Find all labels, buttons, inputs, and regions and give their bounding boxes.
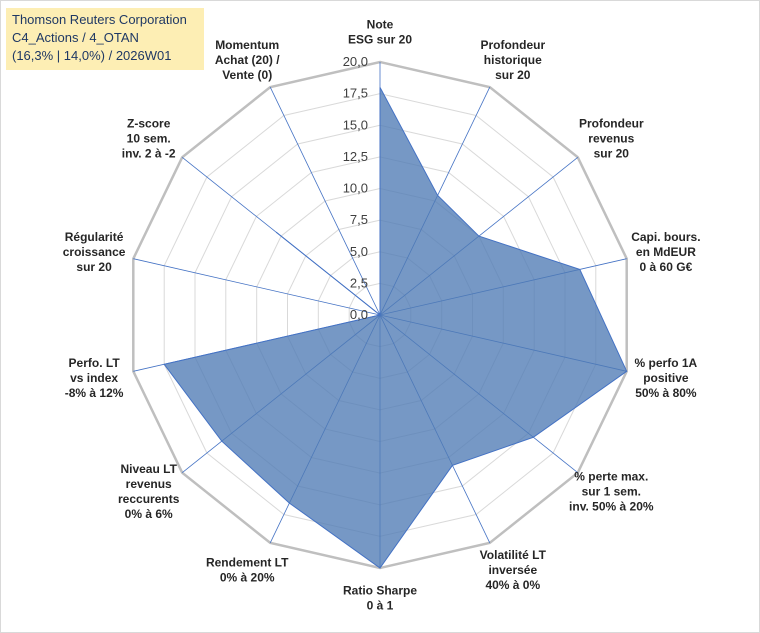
chart-title-box: Thomson Reuters Corporation C4_Actions /…	[6, 8, 204, 70]
axis-label-line: reccurents	[118, 492, 180, 506]
axis-label: Z-score 10 sem. inv. 2 à -2	[122, 117, 176, 161]
axis-label-line: 10 sem.	[127, 132, 171, 146]
axis-label-line: vs index	[70, 371, 118, 385]
tick-label: 2,5	[350, 275, 368, 290]
tick-label: 12,5	[343, 149, 368, 164]
axis-label: Profondeur historique sur 20	[480, 38, 545, 82]
axis-label: Régularité croissance sur 20	[63, 230, 126, 274]
axis-labels: Note ESG sur 20 Profondeur historique sur 20…	[63, 18, 701, 613]
series-area	[163, 87, 628, 569]
axis-label-line: Niveau LT	[120, 462, 177, 476]
tick-label: 17,5	[343, 86, 368, 101]
axis-label-line: Achat (20) /	[215, 53, 280, 67]
tick-label: 15,0	[343, 117, 368, 132]
series-polygon	[163, 87, 628, 569]
axis-label-line: Momentum	[215, 38, 279, 52]
axis-label: Capi. bours. en MdEUR 0 à 60 G€	[631, 230, 700, 274]
axis-label-line: revenus	[126, 477, 172, 491]
axis-label-line: sur 20	[594, 147, 630, 161]
axis-label: Niveau LT revenus reccurents 0% à 6%	[118, 462, 180, 521]
title-line-2: C4_Actions / 4_OTAN	[12, 30, 139, 45]
axis-label-line: Régularité	[65, 230, 124, 244]
axis-label-line: 50% à 80%	[635, 386, 697, 400]
axis-label-line: 40% à 0%	[485, 578, 540, 592]
axis-label-line: Volatilité LT	[480, 548, 547, 562]
tick-label: 10,0	[343, 181, 368, 196]
axis-label-line: Profondeur	[480, 38, 545, 52]
title-line-3: (16,3% | 14,0%) / 2026W01	[12, 48, 172, 63]
axis-label-line: Perfo. LT	[69, 356, 121, 370]
axis-label-line: positive	[643, 371, 689, 385]
axis-label-line: Rendement LT	[206, 556, 289, 570]
axis-label: Ratio Sharpe 0 à 1	[343, 584, 417, 613]
axis-label-line: inversée	[488, 563, 537, 577]
axis-label-line: en MdEUR	[636, 245, 696, 259]
axis-label-line: ESG sur 20	[348, 33, 412, 47]
tick-label: 5,0	[350, 244, 368, 259]
axis-label: Rendement LT 0% à 20%	[206, 556, 289, 585]
axis-label-line: Capi. bours.	[631, 230, 700, 244]
axis-label: % perfo 1A positive 50% à 80%	[635, 356, 698, 400]
axis-label-line: Note	[367, 18, 394, 32]
tick-label: 20,0	[343, 54, 368, 69]
tick-label: 7,5	[350, 212, 368, 227]
axis-label-line: 0% à 20%	[220, 571, 275, 585]
axis-label-line: historique	[484, 53, 542, 67]
axis-label-line: Z-score	[127, 117, 171, 131]
axis-label-line: sur 20	[495, 68, 531, 82]
axis-label: Profondeur revenus sur 20	[579, 117, 644, 161]
axis-label-line: inv. 2 à -2	[122, 147, 176, 161]
axis-label-line: sur 20	[76, 260, 112, 274]
axis-label-line: % perte max.	[574, 469, 648, 483]
axis-label-line: % perfo 1A	[635, 356, 698, 370]
axis-label-line: revenus	[588, 132, 634, 146]
title-line-1: Thomson Reuters Corporation	[12, 12, 187, 27]
axis-label-line: sur 1 sem.	[582, 484, 641, 498]
axis-label: Perfo. LT vs index -8% à 12%	[65, 356, 124, 400]
axis-spoke	[269, 86, 381, 316]
axis-spoke	[133, 258, 381, 316]
axis-label-line: Vente (0)	[222, 68, 272, 82]
axis-label-line: Profondeur	[579, 117, 644, 131]
axis-label-line: 0 à 1	[367, 599, 394, 613]
axis-label-line: inv. 50% à 20%	[569, 499, 654, 513]
axis-label-line: 0% à 6%	[125, 507, 173, 521]
axis-label-line: croissance	[63, 245, 126, 259]
axis-label: % perte max. sur 1 sem. inv. 50% à 20%	[569, 469, 654, 513]
axis-label-line: -8% à 12%	[65, 386, 124, 400]
axis-label: Volatilité LT inversée 40% à 0%	[480, 548, 547, 592]
axis-label: Momentum Achat (20) / Vente (0)	[215, 38, 280, 82]
axis-label: Note ESG sur 20	[348, 18, 412, 47]
axis-label-line: Ratio Sharpe	[343, 584, 417, 598]
tick-labels: 0,0 2,5 5,0 7,5 10,0 12,5 15,0 17,5 20,0	[343, 54, 368, 322]
tick-label: 0,0	[350, 307, 368, 322]
axis-label-line: 0 à 60 G€	[640, 260, 693, 274]
